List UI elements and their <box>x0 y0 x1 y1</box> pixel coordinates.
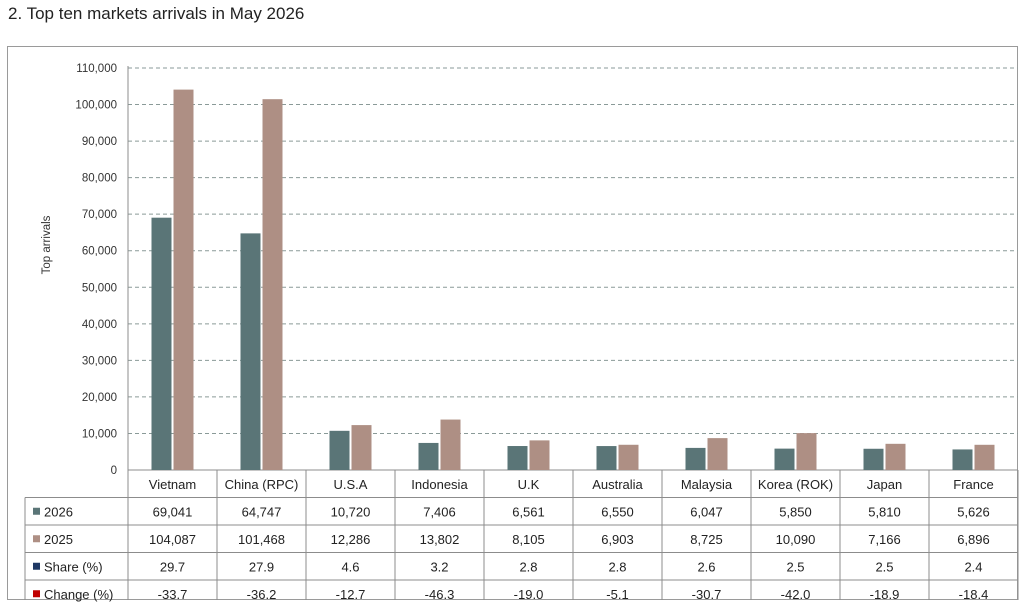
bar-2026-u-s-a <box>329 430 350 470</box>
x-tick-label: Japan <box>867 477 902 492</box>
bar-2026-france <box>952 449 973 470</box>
table-cell: 6,903 <box>601 532 634 547</box>
y-tick-label: 80,000 <box>82 173 117 185</box>
table-row-label: 2025 <box>44 532 73 547</box>
y-tick-label: 20,000 <box>82 392 117 404</box>
table-row-label: Change (%) <box>44 587 113 602</box>
bar-2026-u-k <box>507 446 528 470</box>
table-cell: -12.7 <box>336 587 366 602</box>
table-cell: 6,550 <box>601 504 634 519</box>
table-cell: 5,850 <box>779 504 812 519</box>
table-cell: 104,087 <box>149 532 196 547</box>
bar-2025-indonesia <box>440 419 461 470</box>
table-cell: 6,561 <box>512 504 545 519</box>
y-tick-label: 0 <box>111 465 117 477</box>
table-cell: -46.3 <box>425 587 455 602</box>
bar-2026-indonesia <box>418 442 439 470</box>
table-cell: -18.4 <box>959 587 989 602</box>
x-tick-label: U.K <box>518 477 540 492</box>
table-cell: -30.7 <box>692 587 722 602</box>
x-tick-label: Australia <box>592 477 643 492</box>
table-cell: -18.9 <box>870 587 900 602</box>
bar-2025-france <box>974 444 995 470</box>
x-tick-label: France <box>953 477 993 492</box>
table-cell: -33.7 <box>158 587 188 602</box>
table-cell: 2.5 <box>786 559 804 574</box>
bar-2026-australia <box>596 446 617 470</box>
table-cell: 69,041 <box>153 504 193 519</box>
data-table: Vietnam China (RPC) U.S.A Indonesia U.K Austr… <box>24 470 1019 602</box>
bar-2026-japan <box>863 448 884 470</box>
table-cell: 2.8 <box>519 559 537 574</box>
bar-2026-vietnam <box>151 217 172 470</box>
table-cell: -5.1 <box>606 587 628 602</box>
chart-frame <box>7 46 1018 600</box>
bar-2025-japan <box>885 443 906 470</box>
x-tick-label: U.S.A <box>334 477 368 492</box>
table-cell: 8,725 <box>690 532 723 547</box>
table-cell: 6,896 <box>957 532 990 547</box>
y-tick-label: 60,000 <box>82 246 117 258</box>
bar-2025-u-k <box>529 440 550 470</box>
table-cell: 6,047 <box>690 504 723 519</box>
legend-swatch <box>33 590 40 598</box>
bar-2026-china-rpc- <box>240 233 261 470</box>
x-tick-label: China (RPC) <box>225 477 299 492</box>
table-cell: 3.2 <box>430 559 448 574</box>
x-tick-label: Korea (ROK) <box>758 477 833 492</box>
table-cell: 2.6 <box>697 559 715 574</box>
legend-swatch <box>33 507 40 515</box>
y-axis-label: Top arrivals <box>41 215 53 274</box>
table-cell: -19.0 <box>514 587 544 602</box>
x-tick-label: Vietnam <box>149 477 196 492</box>
table-cell: 64,747 <box>242 504 282 519</box>
y-tick-labels: 0 10,000 20,000 30,000 40,000 50,000 60,000 70,… <box>75 63 117 477</box>
table-cell: 5,626 <box>957 504 990 519</box>
table-cell: 12,286 <box>331 532 371 547</box>
table-cell: 7,166 <box>868 532 901 547</box>
x-tick-label: Indonesia <box>411 477 468 492</box>
bar-2025-australia <box>618 444 639 470</box>
bars <box>151 89 995 471</box>
table-cell: -42.0 <box>781 587 811 602</box>
bar-2026-korea-rok- <box>774 448 795 470</box>
y-tick-label: 100,000 <box>75 100 117 112</box>
table-cell: 101,468 <box>238 532 285 547</box>
table-cell: 2.5 <box>875 559 893 574</box>
table-cell: 10,720 <box>331 504 371 519</box>
table-cell: 8,105 <box>512 532 545 547</box>
y-tick-label: 110,000 <box>76 63 117 75</box>
table-cell: 13,802 <box>420 532 460 547</box>
y-tick-label: 70,000 <box>82 209 117 221</box>
table-cell: 27.9 <box>249 559 274 574</box>
table-cell: 4.6 <box>341 559 359 574</box>
y-tick-label: 50,000 <box>82 282 117 294</box>
bar-2025-vietnam <box>173 89 194 471</box>
table-cell: 29.7 <box>160 559 185 574</box>
bar-2026-malaysia <box>685 447 706 470</box>
table-cell: 5,810 <box>868 504 901 519</box>
legend-swatch <box>33 562 40 570</box>
bar-2025-china-rpc- <box>262 99 283 471</box>
bar-2025-malaysia <box>707 438 728 470</box>
table-row-label: 2026 <box>44 504 73 519</box>
chart-title: 2. Top ten markets arrivals in May 2026 <box>8 4 305 23</box>
y-tick-label: 10,000 <box>82 428 117 440</box>
table-cell: 2.8 <box>608 559 626 574</box>
y-tick-label: 40,000 <box>82 319 117 331</box>
bar-2025-u-s-a <box>351 425 372 470</box>
table-cell: -36.2 <box>247 587 277 602</box>
table-cell: 7,406 <box>423 504 456 519</box>
y-tick-label: 90,000 <box>82 136 117 148</box>
table-row-label: Share (%) <box>44 559 103 574</box>
table-cell: 2.4 <box>964 559 982 574</box>
gridlines <box>127 66 1018 471</box>
table-cell: 10,090 <box>776 532 816 547</box>
y-tick-label: 30,000 <box>82 355 117 367</box>
legend-swatch <box>33 535 40 543</box>
bar-2025-korea-rok- <box>796 433 817 470</box>
x-tick-label: Malaysia <box>681 477 733 492</box>
